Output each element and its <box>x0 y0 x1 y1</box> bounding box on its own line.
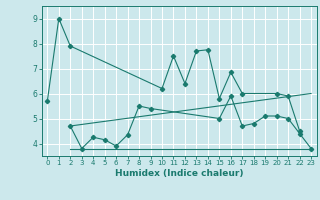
X-axis label: Humidex (Indice chaleur): Humidex (Indice chaleur) <box>115 169 244 178</box>
